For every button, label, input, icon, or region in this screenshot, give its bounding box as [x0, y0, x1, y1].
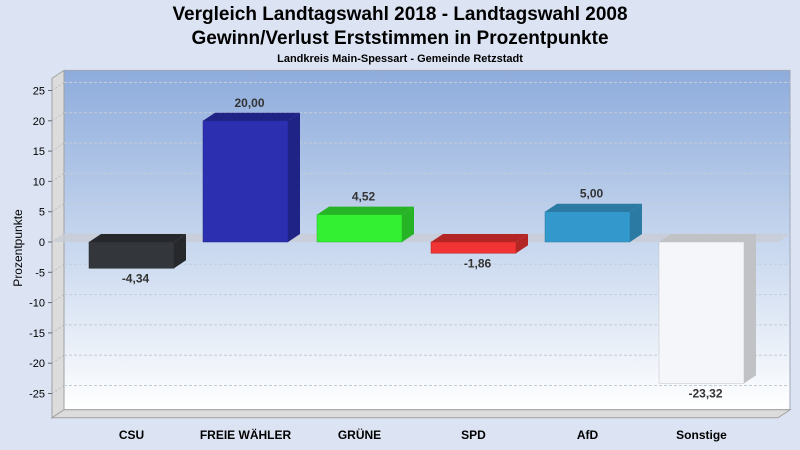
y-tick-label: 10 — [33, 176, 45, 188]
data-label: 4,52 — [352, 190, 376, 204]
bar-side — [174, 234, 186, 269]
y-tick-label: -20 — [29, 358, 45, 370]
gridline-side — [51, 233, 65, 243]
y-tick-label: 5 — [39, 207, 45, 219]
chart-subtitle: Landkreis Main-Spessart - Gemeinde Retzs… — [277, 53, 523, 65]
gridline-side — [51, 324, 65, 334]
y-tick-label: -5 — [35, 267, 45, 279]
y-tick-label: 15 — [33, 146, 45, 158]
x-tick-label: FREIE WÄHLER — [200, 427, 292, 442]
gridline-side — [51, 82, 65, 91]
y-tick-label: -10 — [29, 298, 45, 310]
gridline-side — [51, 142, 65, 152]
bar-side — [630, 203, 642, 242]
gridline-side — [51, 354, 65, 364]
x-tick-label: GRÜNE — [338, 427, 381, 442]
chart-title-line2: Gewinn/Verlust Erststimmen in Prozentpun… — [191, 28, 609, 49]
bar — [544, 211, 631, 243]
gridline-side — [51, 172, 65, 182]
bar — [202, 120, 289, 243]
x-tick-label: SPD — [461, 428, 486, 442]
y-axis-label: Prozentpunkte — [11, 209, 25, 287]
data-label: -4,34 — [122, 271, 150, 285]
bar-top — [317, 206, 414, 215]
y-tick-label: 0 — [39, 237, 45, 249]
bar-top — [431, 234, 528, 242]
gridline-side — [51, 203, 65, 213]
data-label: -1,86 — [464, 256, 492, 270]
x-tick-label: Sonstige — [676, 428, 727, 442]
data-label: 20,00 — [234, 96, 264, 110]
bar-top — [89, 234, 186, 242]
bar-side — [516, 234, 528, 254]
x-tick-label: AfD — [577, 428, 599, 442]
gridline-side — [51, 112, 65, 122]
bar — [88, 241, 175, 269]
bar-top — [545, 203, 642, 212]
bar — [430, 241, 517, 254]
y-tick-label: -15 — [29, 328, 45, 340]
x-tick-label: CSU — [119, 428, 144, 442]
data-label: 5,00 — [580, 187, 604, 201]
bar-side — [288, 112, 300, 242]
y-tick-label: -25 — [29, 389, 45, 401]
bar — [658, 241, 745, 384]
gridline-side — [51, 294, 65, 304]
gridline-side — [51, 385, 65, 394]
bar-top — [203, 112, 300, 121]
bar-top — [659, 234, 756, 242]
y-tick-label: 20 — [33, 116, 45, 128]
chart-title: Vergleich Landtagswahl 2018 - Landtagswa… — [172, 4, 628, 25]
plot-floor — [50, 409, 792, 419]
gridline-side — [51, 263, 65, 273]
y-tick-label: 25 — [33, 86, 45, 98]
bar-side — [402, 206, 414, 242]
data-label: -23,32 — [688, 386, 722, 400]
bar-side — [744, 234, 756, 384]
bar — [316, 214, 403, 243]
plot-left-wall — [51, 69, 65, 419]
